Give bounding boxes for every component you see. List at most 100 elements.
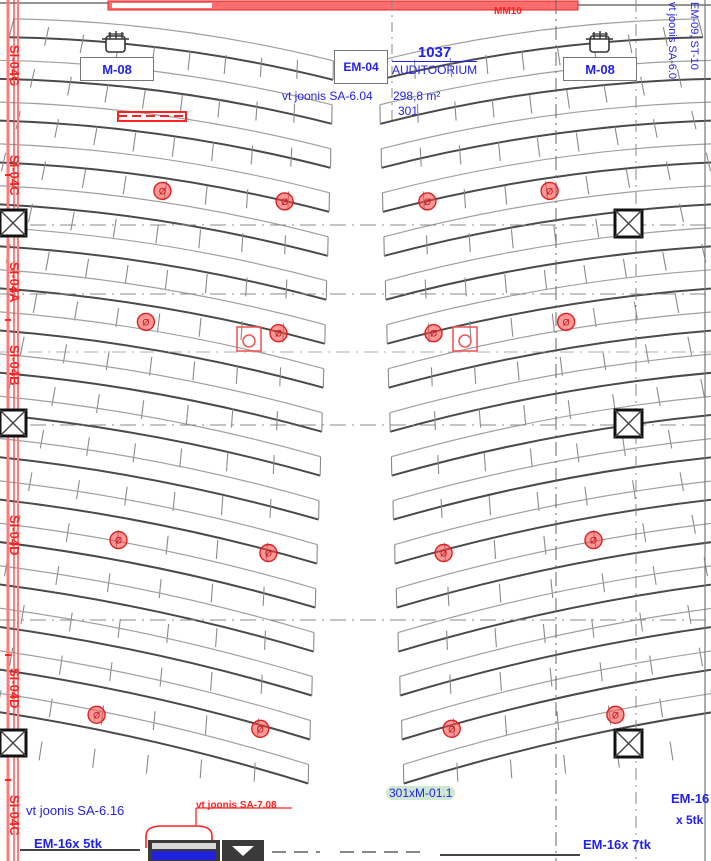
- seat-divider: [652, 566, 657, 585]
- svg-text:Ø: Ø: [612, 710, 619, 720]
- seat-divider: [198, 229, 202, 249]
- seat-divider: [132, 443, 136, 463]
- seat-divider: [473, 364, 477, 384]
- grid-label-left: SI-04D: [7, 515, 22, 556]
- seat-divider: [132, 132, 137, 152]
- seat-divider: [705, 152, 711, 172]
- room-area: 298,8 m²: [393, 89, 441, 103]
- seat-row-front-line: [385, 227, 711, 282]
- seat-divider: [199, 759, 203, 779]
- seat-divider: [640, 76, 645, 96]
- svg-text:Ø: Ø: [93, 710, 100, 720]
- seat-divider: [262, 586, 265, 606]
- seat-divider: [468, 232, 471, 252]
- seat-divider: [516, 361, 520, 381]
- seat-divider: [215, 628, 218, 648]
- ref-sa-604: vt joonis SA-6.04: [282, 89, 373, 103]
- seat-divider: [73, 301, 79, 321]
- device-tag-em04[interactable]: EM-04: [334, 50, 388, 84]
- seat-divider: [79, 34, 85, 54]
- seat-marker-icon: Ø: [269, 324, 288, 343]
- seat-divider: [284, 235, 287, 255]
- seat-divider: [38, 741, 43, 761]
- device-tag-m08-right[interactable]: M-08: [563, 57, 637, 81]
- room-number: 1037: [392, 44, 478, 62]
- seat-divider: [245, 277, 248, 297]
- seat-marker-icon: Ø: [442, 719, 461, 738]
- seat-divider: [627, 34, 633, 54]
- seat-divider: [599, 662, 603, 682]
- seat-row-front-line: [383, 185, 711, 238]
- seat-marker-icon: Ø: [153, 181, 172, 201]
- seat-divider: [425, 235, 428, 255]
- seat-row-back-line: [0, 583, 314, 653]
- seat-divider: [269, 498, 272, 519]
- seat-marker-icon: Ø: [424, 324, 443, 343]
- seat-divider: [276, 411, 278, 431]
- column-x-icon: [613, 728, 644, 759]
- seat-divider: [8, 18, 15, 38]
- seat-divider: [416, 103, 419, 123]
- seat-row-back-line: [381, 119, 711, 169]
- seat-row-back-line: [396, 541, 711, 609]
- seat-divider: [679, 203, 685, 223]
- seat-marker-icon: Ø: [87, 705, 106, 724]
- seat-divider: [124, 486, 128, 506]
- seat-divider: [293, 103, 296, 123]
- seat-divider: [583, 264, 588, 284]
- seat-divider: [528, 94, 533, 114]
- seat-divider: [510, 229, 514, 249]
- seat-divider: [687, 605, 692, 624]
- top-wall-red: [0, 0, 711, 11]
- accessible-seat-markers: [236, 326, 478, 352]
- svg-text:Ø: Ø: [275, 329, 282, 339]
- seat-divider: [76, 480, 80, 500]
- seat-row-back-line: [0, 119, 331, 169]
- column-x-icon: [0, 728, 28, 758]
- seat-divider: [158, 579, 162, 599]
- seat-divider: [204, 185, 208, 205]
- seat-marker-icon: Ø: [434, 543, 453, 563]
- seat-divider: [44, 26, 50, 46]
- seat-divider: [584, 486, 588, 506]
- seat-divider: [204, 715, 208, 735]
- seat-divider: [285, 279, 288, 299]
- seat-divider: [424, 279, 427, 299]
- accessible-seat-marker: [236, 326, 262, 352]
- seat-divider: [691, 110, 697, 130]
- seat-marker-icon: Ø: [136, 312, 156, 332]
- device-tag-m08-left[interactable]: M-08: [80, 57, 154, 81]
- ref-em09-st10-right: EM-09, ST-10: [688, 2, 700, 70]
- seat-divider: [51, 387, 56, 406]
- seat-row-back-line: [401, 668, 711, 741]
- seat-divider: [159, 667, 163, 687]
- svg-text:Ø: Ø: [159, 186, 166, 196]
- seat-row-back-line: [0, 498, 318, 565]
- seat-row-front-line: [0, 269, 326, 326]
- seat-marker-icon: Ø: [584, 530, 603, 550]
- seat-divider: [691, 514, 696, 534]
- seat-row-back-line: [379, 77, 711, 125]
- seat-divider: [156, 313, 161, 333]
- seat-row-back-line: [0, 541, 316, 609]
- seat-row-front-line: [379, 59, 711, 106]
- seat-divider: [625, 169, 631, 188]
- seat-divider: [255, 101, 258, 121]
- seat-divider: [614, 126, 619, 146]
- seat-divider: [84, 258, 90, 278]
- seat-divider: [204, 274, 208, 294]
- seat-divider: [469, 321, 472, 341]
- seat-divider: [0, 152, 7, 172]
- seat-divider: [217, 98, 221, 118]
- seat-divider: [656, 387, 661, 406]
- seat-row-front-line: [0, 565, 315, 634]
- seat-divider: [566, 89, 571, 109]
- seat-divider: [494, 628, 497, 648]
- seat-divider: [437, 455, 440, 475]
- seat-divider: [179, 448, 183, 468]
- highlighted-seat-run: [117, 111, 187, 122]
- tag-301-m011: 301xM-01.1: [386, 786, 456, 800]
- seat-divider: [264, 630, 266, 650]
- center-axis: [391, 0, 637, 861]
